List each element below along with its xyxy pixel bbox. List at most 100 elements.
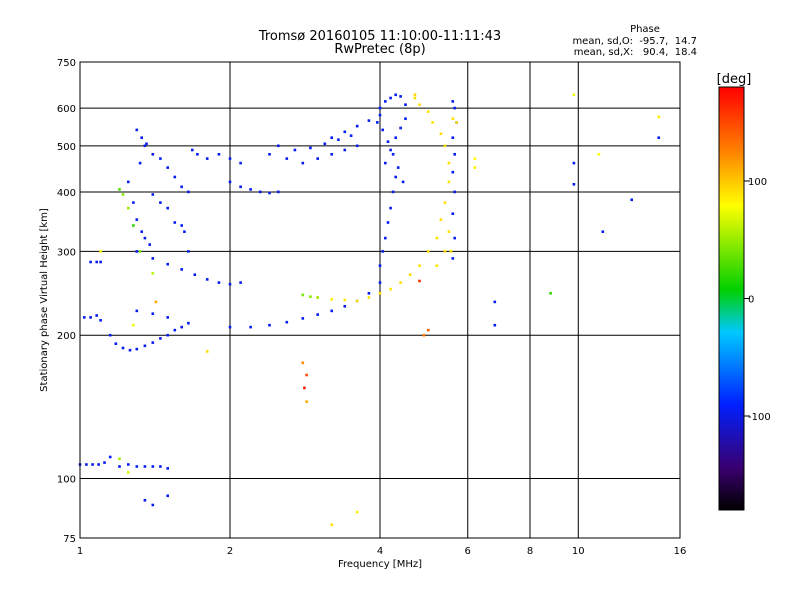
y-tick-label: 200 (57, 331, 76, 342)
o-mode-point (316, 157, 319, 160)
o-mode-point (217, 281, 221, 284)
o-mode-point (135, 218, 139, 221)
o-mode-point (394, 93, 397, 97)
o-mode-point (293, 148, 297, 152)
o-mode-point (99, 260, 102, 264)
o-mode-point (159, 337, 162, 340)
x-mode-point (355, 299, 359, 303)
o-mode-point (572, 183, 576, 186)
x-tick-label: 6 (465, 546, 471, 557)
o-mode-point (143, 344, 147, 348)
x-tick-label: 2 (227, 546, 233, 557)
o-mode-point (135, 309, 139, 313)
o-mode-point (148, 243, 151, 246)
o-mode-point (187, 321, 190, 325)
plot-frame (79, 61, 681, 539)
x-mode-point (330, 298, 333, 301)
y-tick-label: 750 (57, 58, 76, 69)
o-mode-point (343, 130, 347, 134)
x-mode-point (572, 93, 576, 97)
x-mode-point (451, 117, 455, 120)
o-mode-point (277, 190, 280, 194)
o-mode-point (343, 148, 347, 152)
x-mode-point (399, 281, 402, 284)
o-mode-point (205, 278, 209, 281)
o-mode-point (239, 185, 242, 189)
x-mode-point (355, 510, 359, 514)
o-mode-point (401, 180, 405, 184)
x-mode-point (657, 115, 660, 119)
o-mode-point (114, 342, 118, 345)
x-mode-point (132, 224, 135, 227)
o-mode-point (323, 142, 327, 146)
x-mode-point (449, 250, 453, 253)
colorbar (718, 86, 745, 511)
x-tick-label: 16 (674, 546, 687, 557)
o-mode-point (127, 180, 130, 184)
o-mode-point (143, 465, 147, 468)
o-mode-point (143, 499, 147, 502)
chart-title: Tromsø 20160105 11:10:00-11:11:43 (258, 29, 501, 44)
plot-grid (80, 62, 680, 538)
o-mode-point (108, 455, 112, 459)
o-mode-point (268, 323, 271, 327)
x-mode-point (118, 457, 121, 461)
o-mode-point (391, 153, 395, 156)
chart-subtitle: RwPretec (8p) (334, 42, 425, 57)
x-mode-point (367, 296, 371, 299)
x-mode-point (127, 206, 130, 210)
o-mode-point (151, 153, 155, 156)
x-tick-label: 1 (77, 546, 83, 557)
o-mode-point (166, 166, 169, 169)
o-mode-point (97, 463, 100, 466)
x-mode-point (132, 323, 135, 327)
o-mode-point (391, 190, 395, 194)
o-mode-point (330, 153, 333, 156)
o-mode-point (135, 250, 139, 253)
o-mode-point (228, 157, 232, 160)
o-mode-point (135, 128, 139, 132)
x-mode-point (121, 193, 125, 196)
o-mode-point (239, 161, 242, 165)
o-mode-point (151, 312, 155, 315)
x-mode-point (413, 96, 417, 100)
o-mode-point (399, 95, 402, 98)
o-mode-point (228, 180, 232, 184)
x-mode-point (418, 103, 421, 106)
phase-stats-x: mean, sd,X: 90.4, 18.4 (574, 47, 697, 58)
o-mode-point (151, 257, 155, 260)
o-mode-point (180, 185, 183, 189)
o-mode-point (309, 146, 312, 150)
o-mode-point (399, 126, 402, 130)
x-mode-point (408, 273, 412, 276)
o-mode-point (159, 157, 162, 160)
o-mode-point (193, 273, 197, 276)
o-mode-point (166, 333, 169, 337)
o-mode-point (85, 463, 88, 466)
o-mode-point (135, 465, 139, 468)
o-mode-point (173, 175, 177, 179)
o-mode-point (394, 136, 397, 139)
o-mode-point (196, 153, 199, 156)
o-mode-point (386, 221, 390, 224)
x-mode-point (154, 300, 158, 304)
o-mode-point (166, 467, 169, 470)
o-mode-point (151, 193, 155, 196)
o-mode-point (132, 201, 135, 204)
x-mode-point (378, 292, 382, 295)
o-mode-point (330, 136, 333, 139)
x-mode-point (305, 373, 308, 377)
o-mode-point (657, 136, 660, 139)
o-mode-point (180, 268, 183, 271)
x-mode-point (151, 271, 155, 275)
o-mode-point (95, 260, 98, 264)
o-mode-point (187, 250, 190, 253)
o-mode-point (384, 236, 387, 240)
x-mode-point (473, 166, 477, 169)
x-mode-point (138, 250, 142, 253)
o-mode-point (143, 144, 147, 148)
x-mode-point (309, 295, 312, 298)
x-mode-point (127, 471, 130, 474)
o-mode-point (389, 96, 392, 100)
